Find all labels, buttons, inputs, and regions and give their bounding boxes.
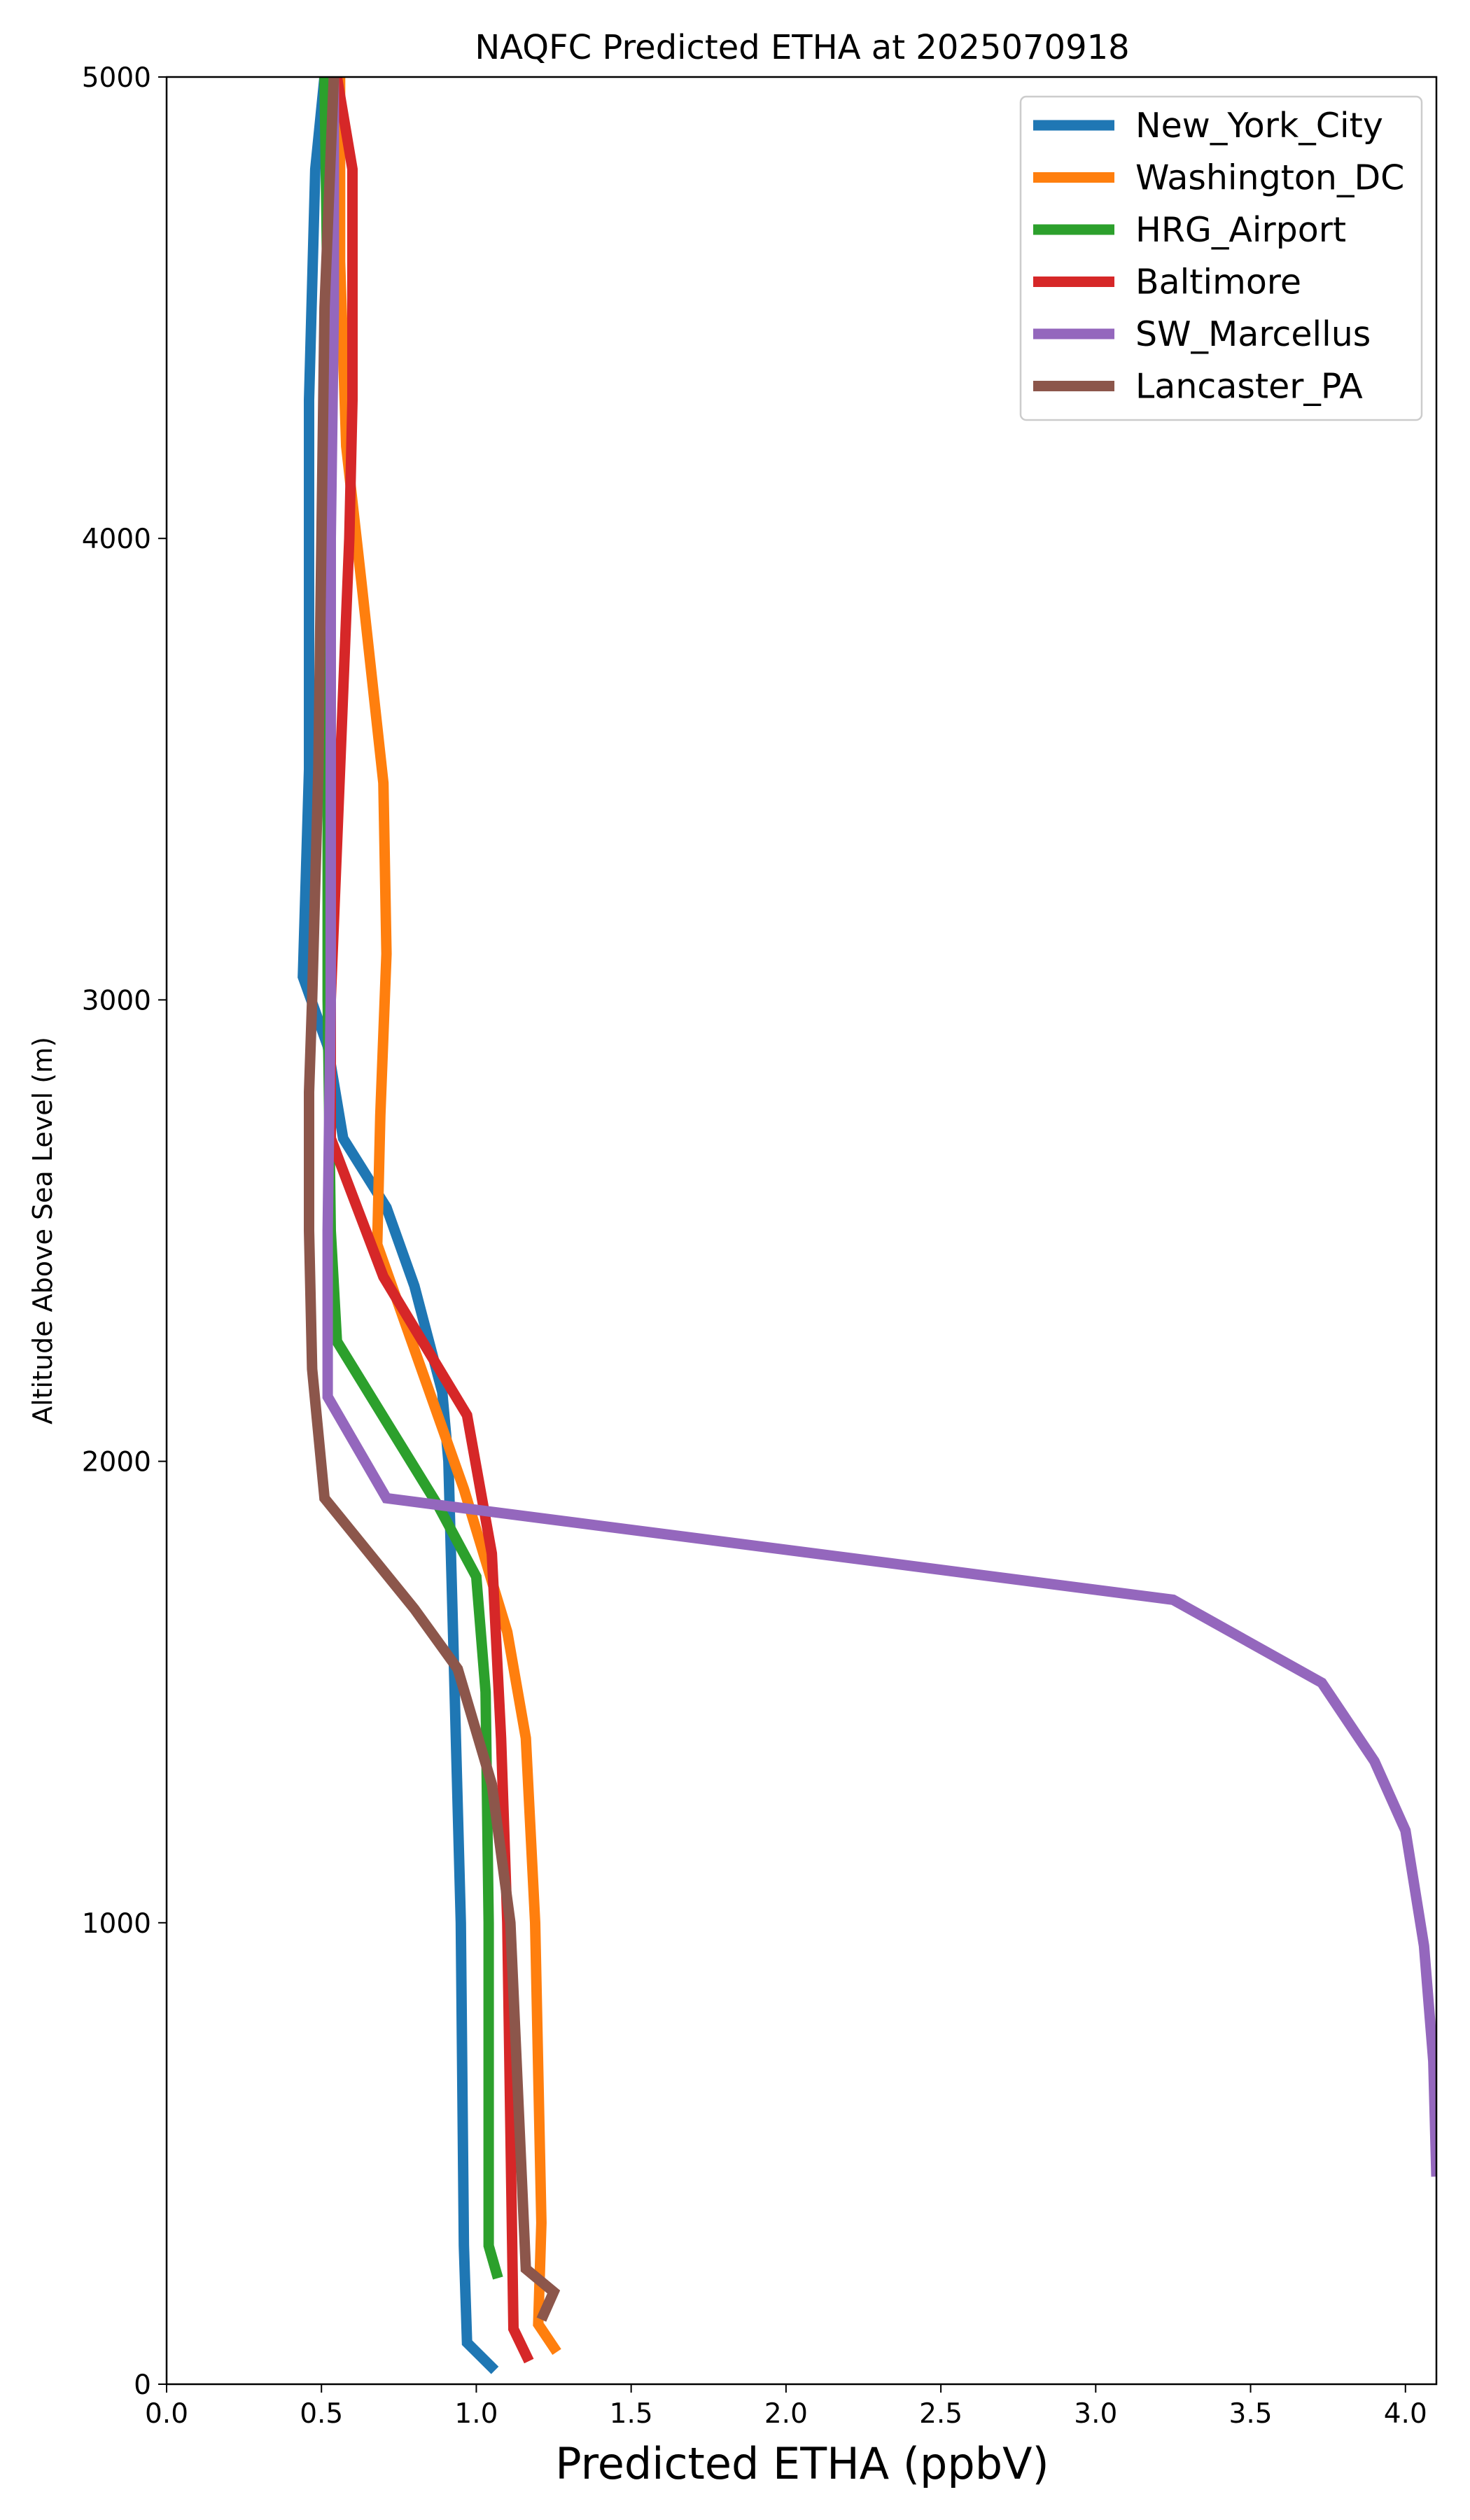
y-tick-label: 1000 xyxy=(82,1908,151,1940)
legend-label-new-york-city: New_York_City xyxy=(1135,106,1383,146)
plot-area xyxy=(298,77,1436,2374)
y-tick-label: 3000 xyxy=(82,985,151,1016)
chart-title: NAQFC Predicted ETHA at 2025070918 xyxy=(475,28,1129,67)
x-axis-label: Predicted ETHA (ppbV) xyxy=(555,2438,1049,2489)
y-axis: 0 1000 2000 3000 4000 5000 xyxy=(82,62,167,2401)
legend: New_York_City Washington_DC HRG_Airport Bal… xyxy=(1019,95,1423,421)
x-tick-label: 2.5 xyxy=(919,2398,962,2430)
plot-frame xyxy=(165,76,1438,2386)
series-line-lancaster-pa xyxy=(304,77,561,2322)
x-tick-label: 3.0 xyxy=(1074,2398,1117,2430)
legend-box xyxy=(1019,95,1423,421)
series-line-new-york-city xyxy=(298,77,499,2374)
legend-label-baltimore: Baltimore xyxy=(1135,262,1301,302)
x-axis: 0.0 0.5 1.0 1.5 2.0 2.5 3.0 3.5 4.0 xyxy=(145,2384,1427,2430)
legend-label-lancaster-pa: Lancaster_PA xyxy=(1135,367,1363,407)
y-tick-label: 2000 xyxy=(82,1447,151,1478)
legend-label-sw-marcellus: SW_Marcellus xyxy=(1135,314,1371,354)
series-line-sw-marcellus xyxy=(322,77,1436,2177)
x-tick-label: 0.5 xyxy=(300,2398,343,2430)
legend-label-hrg-airport: HRG_Airport xyxy=(1135,210,1346,250)
series-layer xyxy=(298,77,1436,2374)
x-tick-label: 1.5 xyxy=(610,2398,653,2430)
x-tick-label: 4.0 xyxy=(1384,2398,1427,2430)
x-tick-label: 0.0 xyxy=(145,2398,188,2430)
y-tick-label: 5000 xyxy=(82,62,151,94)
y-tick-label: 0 xyxy=(134,2370,151,2401)
y-axis-label: Altitude Above Sea Level (m) xyxy=(27,1037,58,1424)
x-tick-label: 3.5 xyxy=(1229,2398,1273,2430)
x-tick-label: 1.0 xyxy=(454,2398,498,2430)
y-tick-label: 4000 xyxy=(82,524,151,555)
legend-label-washington-dc: Washington_DC xyxy=(1135,158,1404,198)
x-tick-label: 2.0 xyxy=(764,2398,808,2430)
